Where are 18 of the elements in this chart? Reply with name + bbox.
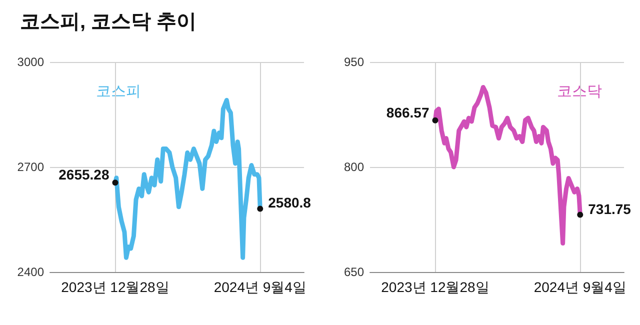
data-label: 731.75 (588, 200, 632, 217)
data-label: 2655.28 (58, 166, 110, 183)
x-tick-label: 2023년 12월28일 (61, 279, 170, 295)
x-tick-label: 2024년 9월4일 (534, 279, 626, 295)
data-label: 2580.8 (268, 194, 312, 211)
y-tick-label: 650 (344, 265, 364, 279)
x-tick-label: 2024년 9월4일 (214, 279, 306, 295)
y-tick-label: 800 (344, 160, 364, 174)
y-tick-label: 3000 (17, 55, 44, 69)
chart-title: 코스피, 코스닥 추이 (20, 10, 197, 35)
y-tick-label: 2700 (17, 160, 44, 174)
y-tick-label: 2400 (17, 265, 44, 279)
x-tick-label: 2023년 12월28일 (381, 279, 490, 295)
text: 코스닥 (557, 83, 602, 100)
y-tick-label: 950 (344, 55, 364, 69)
line-series (112, 98, 264, 260)
data-label: 866.57 (386, 104, 430, 120)
text: 코스피 (96, 83, 141, 100)
